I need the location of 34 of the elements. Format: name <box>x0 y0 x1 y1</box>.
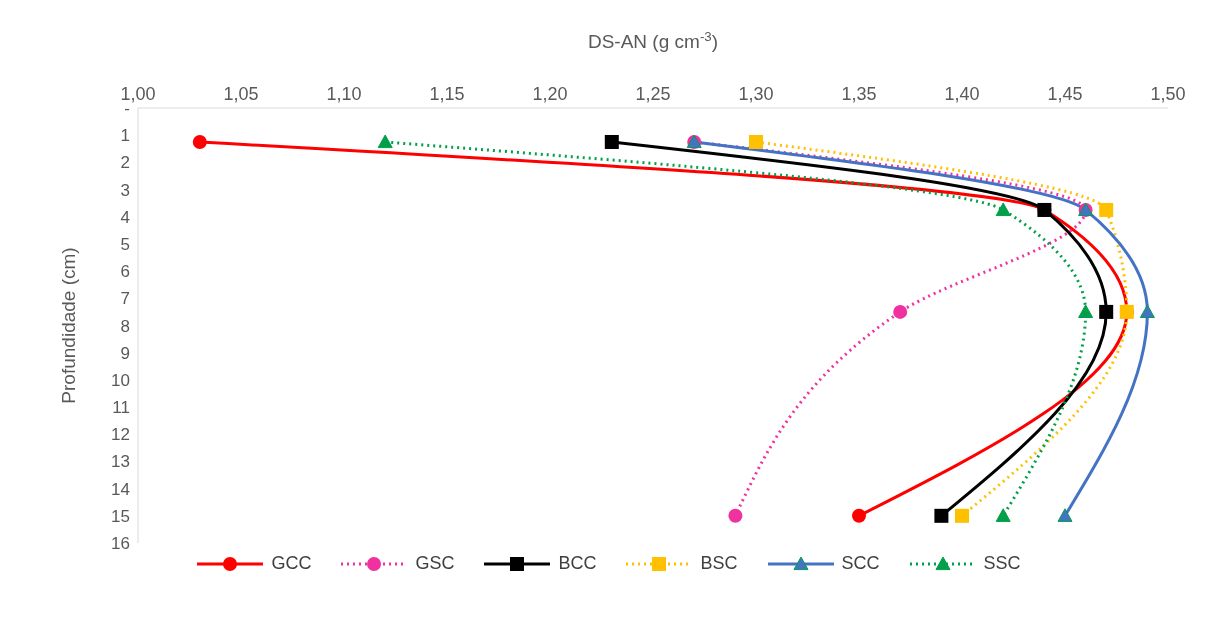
y-tick-label: 9 <box>120 343 130 363</box>
legend-label: GSC <box>415 553 455 574</box>
y-tick-label: 5 <box>120 234 130 254</box>
x-axis-title: DS-AN (g cm$^{-3}$) <box>587 28 719 52</box>
legend-label: SCC <box>841 553 880 574</box>
x-tick-label: 1,35 <box>841 84 877 104</box>
y-tick-label: 13 <box>111 452 130 472</box>
y-tick-label: 16 <box>111 534 130 554</box>
x-tick-label: 1,45 <box>1047 84 1083 104</box>
y-tick-label: 4 <box>120 207 130 227</box>
legend-label: GCC <box>271 553 312 574</box>
y-axis-title: Profundidade (cm) <box>57 247 79 404</box>
legend-label: BSC <box>700 553 738 574</box>
x-tick-label: 1,20 <box>532 84 568 104</box>
x-tick-label: 1,25 <box>635 84 671 104</box>
y-tick-label: 15 <box>111 506 130 526</box>
y-tick-label: 12 <box>111 425 130 445</box>
x-tick-label: 1,30 <box>738 84 774 104</box>
legend-label: SSC <box>983 553 1021 574</box>
y-tick-label: 10 <box>111 370 130 390</box>
y-tick-label: 14 <box>111 479 130 499</box>
y-tick-label: 6 <box>120 262 130 282</box>
y-tick-label: 11 <box>112 398 130 418</box>
y-tick-label: 8 <box>120 316 130 336</box>
x-tick-label: 1,50 <box>1150 84 1186 104</box>
x-tick-label: 1,15 <box>429 84 465 104</box>
y-tick-label: 7 <box>120 289 130 309</box>
y-tick-label: 1 <box>120 126 130 146</box>
x-tick-label: 1,05 <box>223 84 259 104</box>
legend-label: BCC <box>558 553 597 574</box>
y-tick-label: 3 <box>120 180 130 200</box>
x-tick-label: 1,40 <box>944 84 980 104</box>
y-tick-label: 2 <box>120 153 130 173</box>
x-tick-label: 1,10 <box>326 84 362 104</box>
